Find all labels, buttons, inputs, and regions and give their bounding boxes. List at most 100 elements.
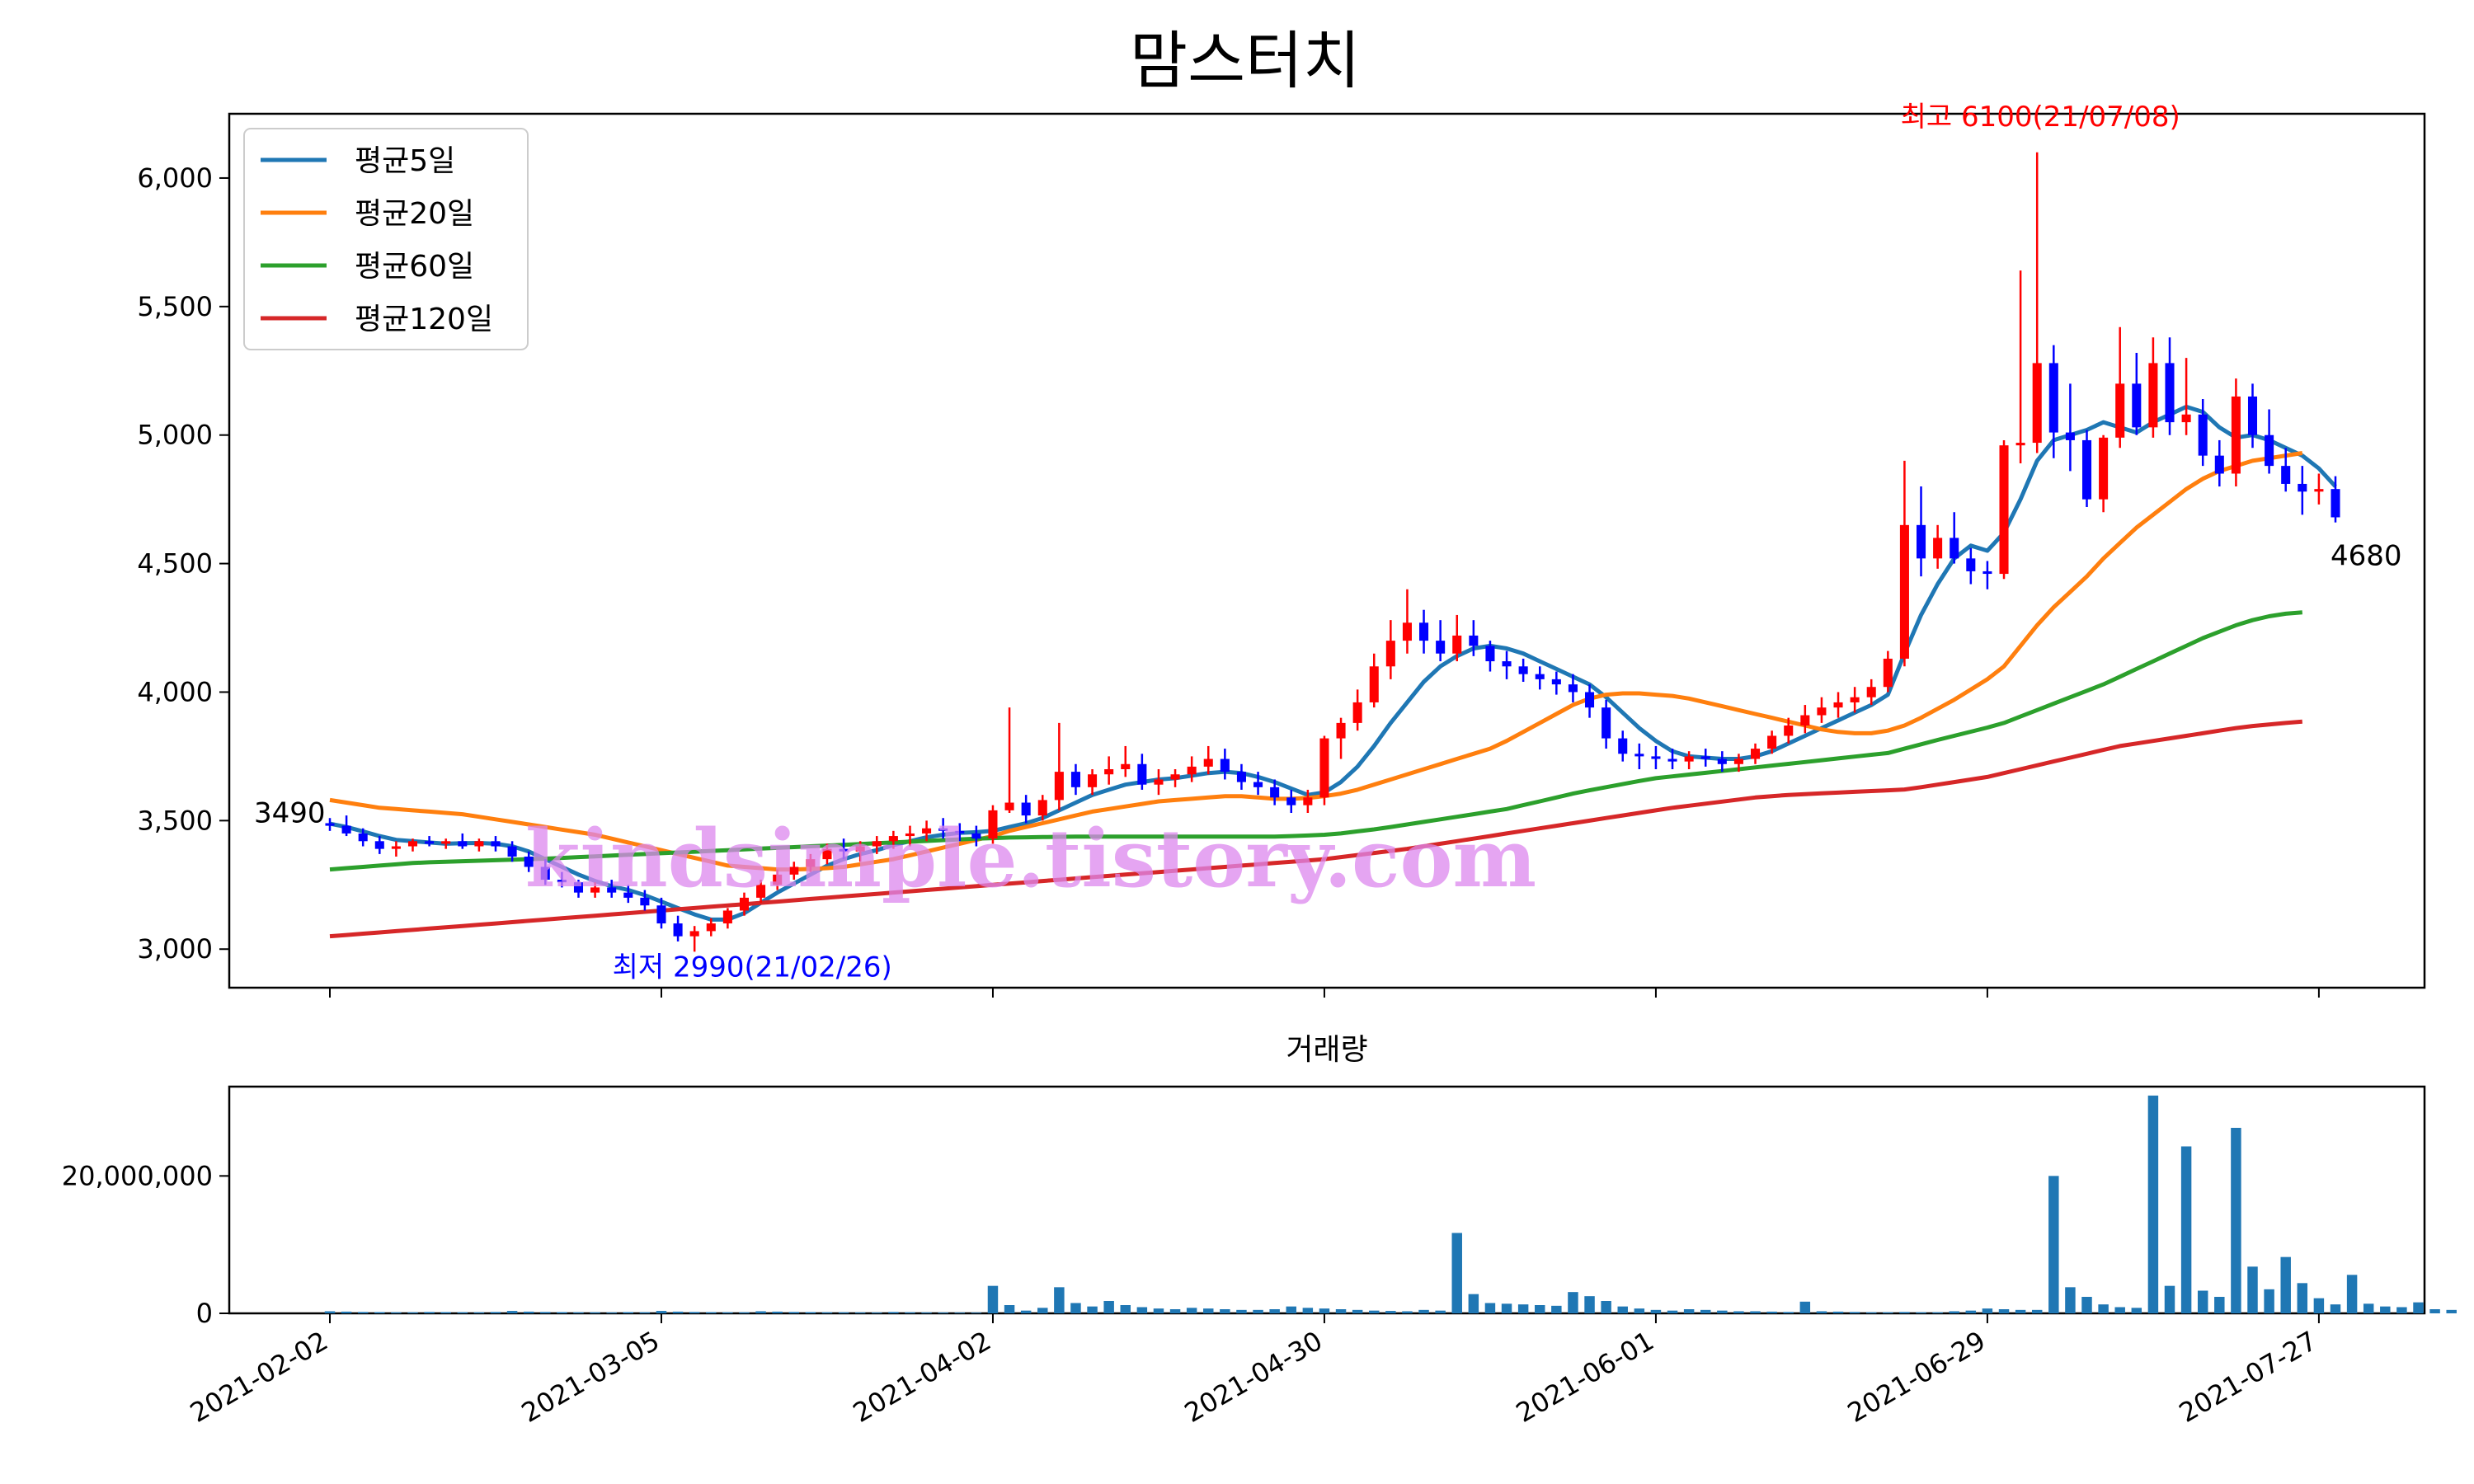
volume-bar (987, 1285, 999, 1313)
volume-bar (557, 1312, 567, 1313)
chart-title: 맘스터치 (1130, 24, 1361, 97)
volume-bar (540, 1312, 551, 1313)
candle-body (1999, 445, 2009, 575)
volume-bar (2015, 1309, 2026, 1313)
candle-body (756, 885, 766, 898)
volume-bar (1849, 1312, 1860, 1313)
candle-body (1170, 774, 1180, 780)
candle-body (1485, 646, 1495, 662)
volume-bar (1020, 1310, 1032, 1313)
volume-bar (1103, 1301, 1114, 1313)
volume-bar (1717, 1310, 1728, 1313)
price-plot-frame (228, 112, 2426, 989)
volume-bar (2280, 1256, 2291, 1313)
x-tick-label: 2021-06-29 (1842, 1325, 1991, 1429)
candle-body (2165, 363, 2175, 423)
price-y-tick-label: 5,000 (137, 420, 213, 451)
legend-label: 평균20일 (355, 197, 474, 231)
volume-bar (2297, 1283, 2308, 1313)
candle-body (1684, 756, 1694, 762)
candle-body (1436, 641, 1446, 654)
price-y-tick-label: 5,500 (137, 291, 213, 322)
candle-body (1833, 702, 1843, 708)
candle-body (1104, 769, 1114, 775)
volume-bar (2180, 1146, 2192, 1313)
volume-bar (805, 1312, 816, 1313)
legend-label: 평균60일 (355, 250, 474, 284)
x-tick-label: 2021-04-30 (1179, 1325, 1328, 1429)
volume-bar (1402, 1311, 1413, 1313)
candle-body (2015, 443, 2025, 446)
candle-body (739, 897, 750, 911)
volume-bar (2131, 1308, 2142, 1313)
volume-bar (1153, 1308, 1164, 1313)
candle-body (1784, 726, 1794, 736)
volume-bar (1037, 1308, 1048, 1313)
volume-x-axis: 2021-02-02 2021-03-05 2021-04-02 2021-04-30… (185, 1313, 2322, 1429)
candle-body (2281, 466, 2291, 484)
candle-body (2247, 396, 2258, 435)
legend-label: 평균5일 (355, 144, 455, 178)
volume-bar (1501, 1303, 1512, 1313)
volume-bar (1070, 1303, 1081, 1313)
volume-bar (1799, 1301, 1811, 1313)
candle-body (1253, 782, 1263, 787)
volume-bar (2264, 1289, 2274, 1313)
candle-body (2214, 455, 2224, 474)
candlesticks (325, 152, 2340, 952)
candle-body (1352, 702, 1362, 723)
volume-bar (1385, 1311, 1396, 1313)
candle-body (2265, 434, 2274, 467)
candle-body (2148, 363, 2158, 428)
price-y-tick-label: 3,500 (137, 805, 213, 836)
candle-body (1800, 715, 1810, 726)
candle-body (540, 866, 550, 881)
volume-bar (1302, 1308, 1314, 1313)
volume-bar (1269, 1309, 1280, 1313)
candle-body (1319, 738, 1329, 798)
volume-bar (357, 1312, 369, 1313)
candle-body (2115, 383, 2125, 438)
candle-body (673, 923, 683, 937)
candle-body (2231, 396, 2241, 474)
legend-label: 평균120일 (355, 303, 493, 336)
candle-body (988, 810, 998, 839)
volume-bar (672, 1311, 684, 1313)
candle-body (491, 841, 501, 847)
price-y-tick-label: 4,000 (137, 676, 213, 707)
candle-body (1088, 774, 1098, 787)
volume-y-axis: 0 20,000,000 (62, 1160, 229, 1329)
candle-body (1270, 787, 1280, 798)
candle-body (1551, 679, 1561, 685)
x-tick-label: 2021-04-02 (848, 1325, 996, 1429)
candle-body (407, 841, 418, 847)
volume-bar (1352, 1309, 1363, 1313)
candle-body (1385, 641, 1395, 667)
watermark: kindsimple.tistory.com (525, 812, 1536, 905)
candle-body (1767, 735, 1777, 749)
volume-bar (1004, 1305, 1015, 1313)
candle-body (1602, 707, 1611, 739)
candle-body (872, 841, 882, 847)
candle-body (1751, 749, 1761, 759)
volume-bar (1733, 1311, 1744, 1313)
volume-bar (1517, 1304, 1529, 1313)
volume-bar (2081, 1297, 2092, 1313)
candle-body (1469, 635, 1479, 646)
volume-bar (1601, 1301, 1611, 1313)
candle-body (1883, 658, 1893, 688)
volume-bar (2164, 1285, 2175, 1313)
volume-bar (1816, 1311, 1827, 1313)
ma60-line (329, 610, 2302, 872)
volume-bar (1169, 1309, 1181, 1313)
volume-bar (440, 1312, 451, 1313)
volume-bar (324, 1311, 336, 1313)
candle-body (325, 823, 335, 826)
volume-bar (1253, 1309, 1263, 1313)
candle-body (1286, 797, 1296, 805)
candle-body (722, 910, 732, 924)
volume-bar (1750, 1311, 1761, 1313)
volume-bar (2231, 1128, 2241, 1313)
x-tick-label: 2021-07-27 (2174, 1325, 2322, 1429)
